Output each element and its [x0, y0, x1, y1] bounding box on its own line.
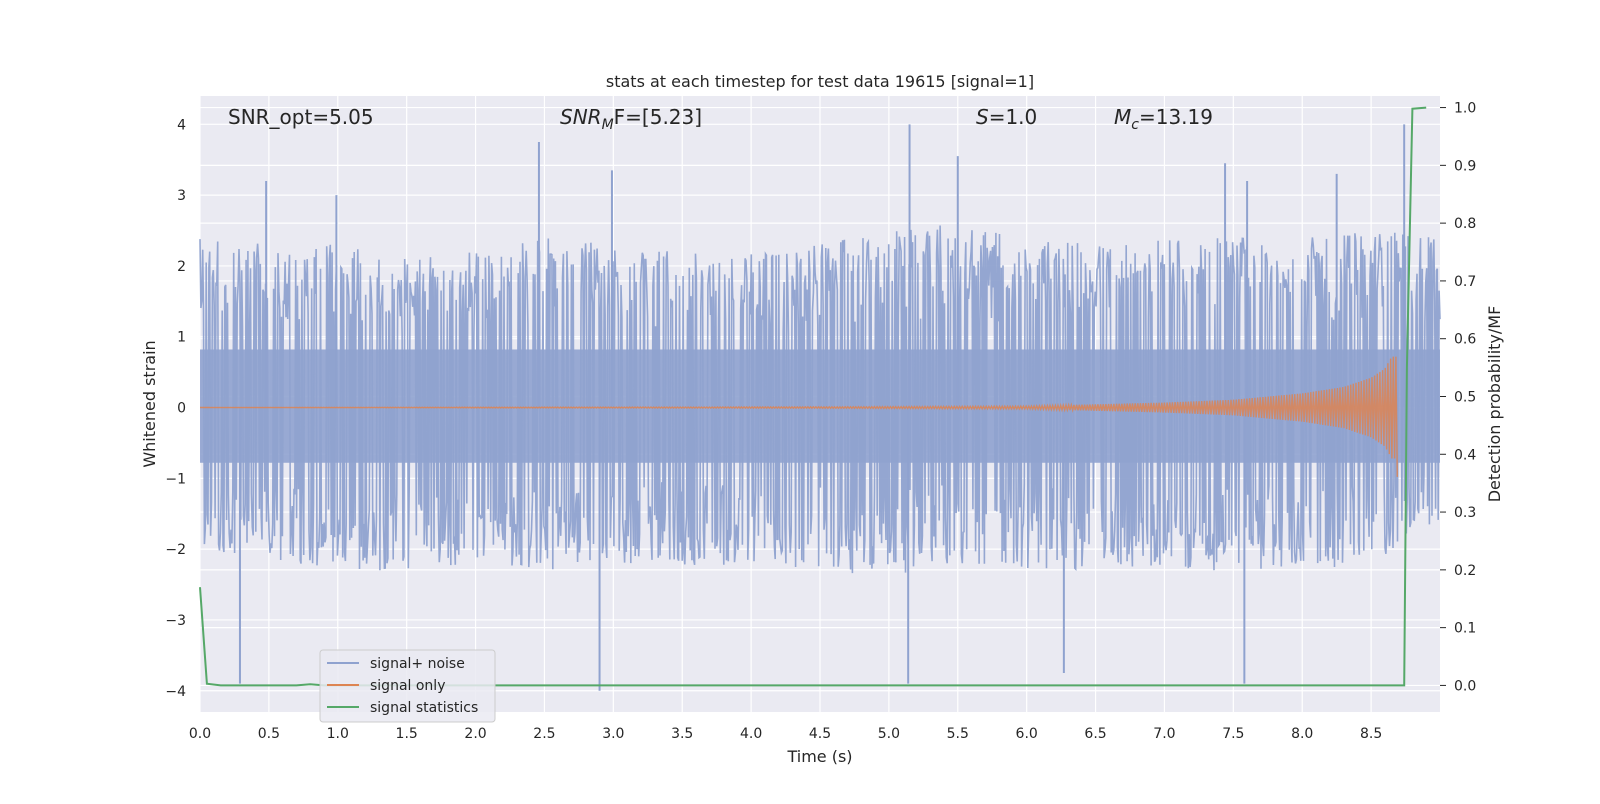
y-axis-ticks: −4 −3 −2 −1 0 1 2 3 4 — [165, 117, 186, 699]
y-right-tick-label: 0.3 — [1454, 505, 1476, 521]
annotation-snr-mf: SNRMF=[5.23] — [560, 105, 702, 133]
y-right-tick-label: 0.7 — [1454, 274, 1476, 290]
annotation-snr-opt: SNR_opt=5.05 — [228, 105, 374, 129]
legend-label-signal-only: signal only — [370, 678, 445, 694]
x-tick-label: 7.5 — [1222, 726, 1244, 742]
x-tick-label: 1.0 — [327, 726, 349, 742]
y-right-tick-label: 0.8 — [1454, 216, 1476, 232]
x-tick-label: 5.0 — [878, 726, 900, 742]
x-tick-label: 2.5 — [533, 726, 555, 742]
legend-label-signal-statistics: signal statistics — [370, 700, 478, 716]
x-tick-label: 5.5 — [947, 726, 969, 742]
annotation-mc-sub: c — [1131, 117, 1139, 133]
x-tick-label: 0.0 — [189, 726, 211, 742]
x-axis-label: Time (s) — [786, 747, 852, 766]
y-tick-label: 1 — [177, 330, 186, 346]
annotation-s: S=1.0 — [976, 105, 1037, 129]
y-axis-label: Whitened strain — [140, 340, 159, 467]
annotation-snr-mf-rest: F=[5.23] — [614, 105, 702, 129]
y-tick-label: 0 — [177, 401, 186, 417]
y-right-tick-label: 0.4 — [1454, 447, 1476, 463]
annotation-mc-main: M — [1114, 105, 1131, 129]
x-tick-label: 8.0 — [1291, 726, 1313, 742]
x-tick-label: 0.5 — [258, 726, 280, 742]
y-right-tick-label: 0.6 — [1454, 332, 1476, 348]
y-tick-label: −2 — [165, 542, 186, 558]
y-right-tick-label: 0.5 — [1454, 389, 1476, 405]
y-tick-label: 2 — [177, 259, 186, 275]
y-right-tick-label: 1.0 — [1454, 101, 1476, 117]
y-tick-label: −1 — [165, 471, 186, 487]
annotation-mc-rest: =13.19 — [1139, 105, 1213, 129]
legend-box — [319, 649, 496, 723]
x-axis-ticks: 0.0 0.5 1.0 1.5 2.0 2.5 3.0 3.5 4.0 4.5 5.0 5.5 6.0 6… — [189, 726, 1382, 742]
legend-label-signal-noise: signal+ noise — [370, 656, 465, 672]
annotation-snr-mf-sub: M — [602, 117, 614, 133]
y-tick-label: 3 — [177, 188, 186, 204]
y-right-axis-ticks: 0.0 0.1 0.2 0.3 0.4 0.5 0.6 0.7 0.8 0.9 1.0 — [1440, 101, 1476, 694]
chart-title: stats at each timestep for test data 196… — [606, 72, 1034, 91]
stats-trace — [199, 106, 1427, 687]
y-tick-label: 4 — [177, 117, 186, 133]
y-right-tick-label: 0.0 — [1454, 678, 1476, 694]
x-tick-label: 8.5 — [1360, 726, 1382, 742]
noise-trace — [199, 225, 1441, 574]
x-tick-label: 7.0 — [1153, 726, 1175, 742]
y-tick-label: −3 — [165, 613, 186, 629]
y-right-tick-label: 0.9 — [1454, 158, 1476, 174]
x-tick-label: 6.0 — [1016, 726, 1038, 742]
x-tick-label: 4.5 — [809, 726, 831, 742]
x-tick-label: 3.0 — [602, 726, 624, 742]
x-tick-label: 6.5 — [1084, 726, 1106, 742]
x-tick-label: 3.5 — [671, 726, 693, 742]
x-tick-label: 2.0 — [464, 726, 486, 742]
annotation-mc: Mc=13.19 — [1114, 105, 1213, 133]
series-signal-only — [200, 356, 1398, 477]
series-signal-statistics — [199, 106, 1427, 687]
x-tick-label: 1.5 — [396, 726, 418, 742]
signal-trace — [200, 356, 1398, 477]
y-right-axis-label: Detection probability/MF — [1485, 306, 1504, 503]
x-tick-label: 4.0 — [740, 726, 762, 742]
annotation-s-rest: =1.0 — [989, 105, 1038, 129]
legend: signal+ noise signal only signal statist… — [319, 649, 496, 723]
y-right-tick-label: 0.1 — [1454, 621, 1476, 637]
annotation-s-main: S — [976, 105, 989, 129]
y-right-tick-label: 0.2 — [1454, 563, 1476, 579]
y-tick-label: −4 — [165, 684, 186, 700]
annotation-snr-mf-main: SNR — [560, 105, 602, 129]
